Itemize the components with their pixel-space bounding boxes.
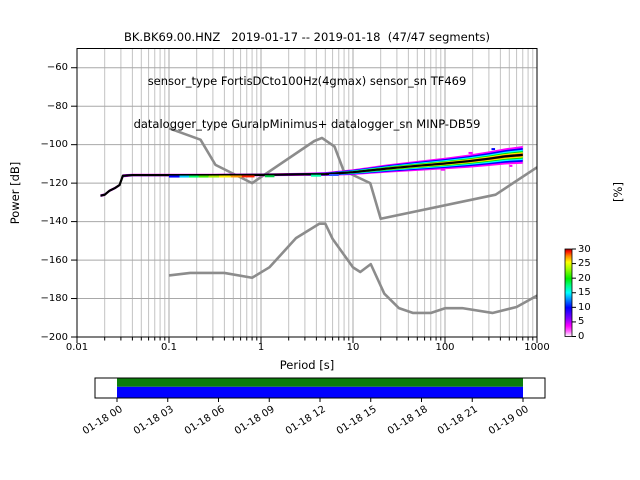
x-axis-label: Period [s] (279, 358, 335, 372)
colorbar-tick-label: 20 (578, 272, 591, 284)
title-line-datalogger: datalogger_type GuralpMinimus+ datalogge… (133, 117, 481, 131)
x-tick-label: 100 (435, 342, 455, 353)
colorbar-tick-label: 25 (578, 258, 591, 270)
axes-box (76, 48, 538, 338)
y-tick-label: −120 (40, 177, 68, 189)
colorbar-tick-label: 15 (578, 287, 591, 299)
y-tick-label: −180 (40, 293, 68, 305)
title-line-station: BK.BK69.00.HNZ 2019-01-17 -- 2019-01-18 … (124, 30, 490, 44)
colorbar-label: [%] (611, 182, 625, 202)
plot-title: BK.BK69.00.HNZ 2019-01-17 -- 2019-01-18 … (77, 1, 537, 161)
y-tick-label: −200 (40, 331, 68, 343)
colorbar-tick-label: 5 (578, 316, 585, 328)
noise-model-high-NHNM (168, 127, 537, 221)
x-tick-label: 10 (346, 342, 360, 353)
colorbar-tick-label: 30 (578, 243, 591, 255)
y-tick-label: −160 (40, 254, 68, 266)
colorbar (564, 248, 573, 337)
colorbar-tick-label: 0 (578, 331, 585, 342)
noise-model-low-NLNM (168, 222, 537, 315)
title-line-sensor: sensor_type FortisDCto100Hz(4gmax) senso… (147, 73, 467, 88)
timeline-coverage-green (117, 378, 523, 387)
x-tick-label: 0.01 (65, 342, 89, 353)
timeline-coverage-blue (117, 386, 523, 398)
colorbar-tick-label: 10 (578, 301, 591, 313)
x-tick-label: 0.1 (161, 342, 177, 353)
x-tick-label: 1000 (524, 342, 550, 353)
y-tick-label: −80 (46, 100, 68, 112)
y-tick-label: −140 (40, 216, 68, 228)
y-tick-label: −100 (40, 139, 68, 151)
x-tick-label: 1 (257, 342, 265, 353)
y-tick-label: −60 (46, 62, 68, 74)
psd-mode-line (100, 153, 523, 197)
